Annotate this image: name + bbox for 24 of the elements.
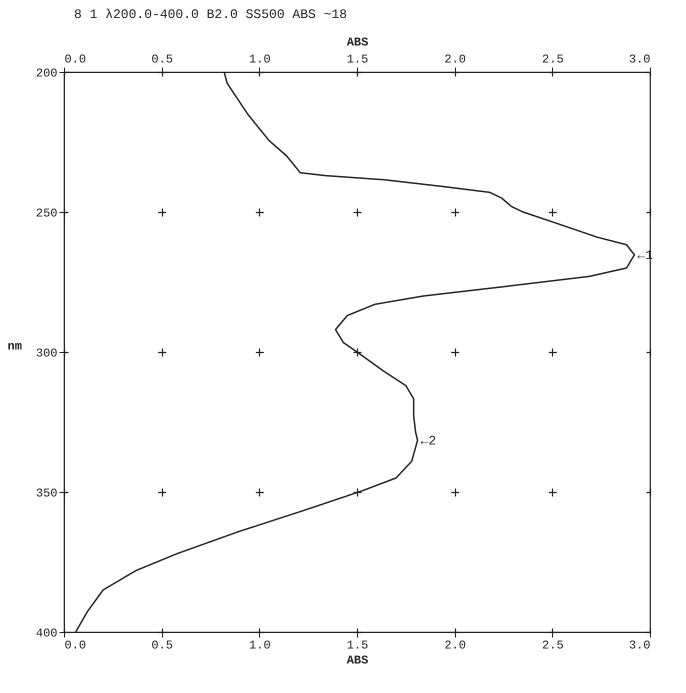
x2-tick-label: 0.5 — [151, 52, 173, 66]
y-tick-label: 250 — [36, 206, 58, 220]
x2-tick-label: 1.0 — [249, 52, 271, 66]
x-tick-label: 2.0 — [444, 638, 466, 652]
y-axis-title: nm — [7, 340, 22, 354]
chart-title: 8 1 λ200.0-400.0 B2.0 SS500 ABS ~18 — [74, 7, 348, 22]
y-tick-label: 400 — [36, 626, 58, 640]
x2-tick-label: 3.0 — [628, 52, 650, 66]
x2-tick-label: 2.0 — [444, 52, 466, 66]
x-axis-title: ABS — [346, 654, 368, 668]
y-tick-label: 350 — [36, 486, 58, 500]
x-tick-label: 1.0 — [249, 638, 271, 652]
x2-tick-label: 1.5 — [346, 52, 368, 66]
x-tick-label: 2.5 — [542, 638, 564, 652]
y-tick-label: 200 — [36, 66, 58, 80]
annotation: ←2 — [420, 433, 436, 448]
y-tick-label: 300 — [36, 346, 58, 360]
x-tick-label: 1.5 — [346, 638, 368, 652]
x-tick-label: 0.0 — [64, 638, 86, 652]
x2-tick-label: 0.0 — [64, 52, 86, 66]
x2-axis-title: ABS — [346, 36, 368, 50]
x-tick-label: 3.0 — [628, 638, 650, 652]
x-tick-label: 0.5 — [151, 638, 173, 652]
x2-tick-label: 2.5 — [542, 52, 564, 66]
